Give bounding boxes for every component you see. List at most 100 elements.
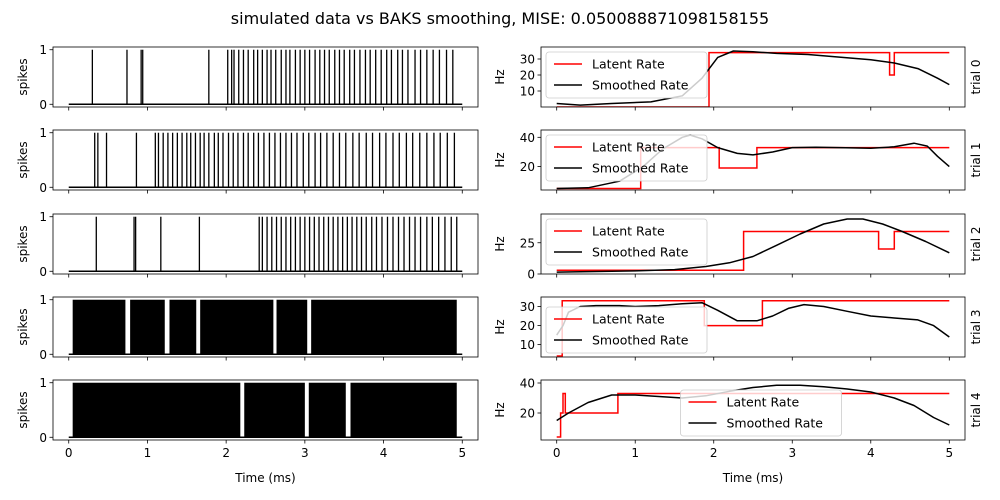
rate-ytick-label: 30 xyxy=(520,300,535,314)
spike-ytick-label: 0 xyxy=(39,265,47,279)
rate-xtick-label: 2 xyxy=(710,446,718,460)
spike-axes-frame xyxy=(52,379,479,441)
smoothed-rate-line xyxy=(556,384,950,426)
spike-panel-1: 0 1 spikes xyxy=(16,126,479,195)
rate-ytick-label: 20 xyxy=(520,407,535,421)
rate-xtick-label: 0 xyxy=(553,446,561,460)
spike-ylabel: spikes xyxy=(16,58,30,95)
legend-label: Latent Rate xyxy=(592,57,665,72)
spike-xlabel: Time (ms) xyxy=(234,471,296,485)
spike-xtick-label: 4 xyxy=(380,446,388,460)
smoothed-rate-line xyxy=(556,50,950,106)
rate-ytick-label: 0 xyxy=(527,268,535,282)
rate-ylabel: Hz xyxy=(493,236,507,251)
legend-label: Latent Rate xyxy=(592,224,665,239)
spike-block xyxy=(350,382,457,438)
spike-ylabel: spikes xyxy=(16,225,30,262)
latent-rate-line xyxy=(556,146,950,190)
legend-box xyxy=(545,134,708,182)
rate-axes-frame xyxy=(540,213,966,275)
trial-label: trial 2 xyxy=(969,226,983,261)
legend-label: Smoothed Rate xyxy=(592,245,689,260)
rate-ytick-label: 20 xyxy=(520,69,535,83)
rate-xlabel: Time (ms) xyxy=(722,471,784,485)
spike-ytick-label: 0 xyxy=(39,181,47,195)
legend-label: Smoothed Rate xyxy=(727,416,824,431)
rate-ytick-label: 10 xyxy=(520,85,535,99)
spike-block xyxy=(130,299,165,355)
rate-panel-2: 0 25 Hz trial 2 Latent Rate Smoothed Rate xyxy=(493,213,983,282)
rate-xtick-label: 5 xyxy=(945,446,953,460)
rate-panel-1: 20 40 Hz trial 1 Latent Rate Smoothed Rate xyxy=(493,129,983,194)
legend: Latent Rate Smoothed Rate xyxy=(545,306,708,354)
spike-xtick-label: 3 xyxy=(301,446,309,460)
rate-ytick-label: 20 xyxy=(520,319,535,333)
spike-xtick-label: 0 xyxy=(65,446,73,460)
rate-ytick-label: 20 xyxy=(520,160,535,174)
legend-label: Smoothed Rate xyxy=(592,333,689,348)
legend-box xyxy=(545,306,708,354)
rate-xtick-label: 4 xyxy=(867,446,875,460)
spike-axes-frame xyxy=(52,296,479,358)
trial-label: trial 0 xyxy=(969,59,983,94)
rate-xtick-label: 3 xyxy=(788,446,796,460)
spike-xtick-label: 2 xyxy=(222,446,230,460)
smoothed-rate-line xyxy=(556,218,950,273)
spike-axes-frame xyxy=(52,46,479,108)
spike-block xyxy=(311,299,457,355)
legend-label: Smoothed Rate xyxy=(592,161,689,176)
spike-block xyxy=(276,299,308,355)
spike-ytick-label: 1 xyxy=(39,376,47,390)
latent-rate-line xyxy=(556,230,950,272)
spike-xtick-label: 1 xyxy=(144,446,152,460)
spike-block xyxy=(200,299,274,355)
spike-ytick-label: 0 xyxy=(39,348,47,362)
spike-ytick-label: 1 xyxy=(39,43,47,57)
spike-ylabel: spikes xyxy=(16,391,30,428)
rate-axes-frame xyxy=(540,129,966,191)
rate-panel-4: 20 40 Hz trial 4 Latent Rate Smoothed Rate 0 1 2… xyxy=(493,377,983,486)
spike-block xyxy=(244,382,305,438)
spike-xtick-label: 5 xyxy=(458,446,466,460)
figure-title: simulated data vs BAKS smoothing, MISE: … xyxy=(231,9,769,28)
rate-ytick-label: 40 xyxy=(520,377,535,391)
legend-box xyxy=(545,218,708,266)
spike-block xyxy=(72,299,126,355)
spike-panel-2: 0 1 spikes xyxy=(16,210,479,279)
rate-ytick-label: 40 xyxy=(520,131,535,145)
spike-block xyxy=(169,299,197,355)
legend-label: Latent Rate xyxy=(592,140,665,155)
spike-ylabel: spikes xyxy=(16,141,30,178)
legend-box xyxy=(680,389,842,437)
rate-ytick-label: 30 xyxy=(520,53,535,67)
trial-label: trial 4 xyxy=(969,392,983,427)
legend-box xyxy=(545,51,708,99)
rate-ylabel: Hz xyxy=(493,402,507,417)
spike-ytick-label: 0 xyxy=(39,431,47,445)
rate-ylabel: Hz xyxy=(493,69,507,84)
latent-rate-line xyxy=(556,51,950,107)
spike-ytick-label: 1 xyxy=(39,126,47,140)
spike-panel-0: 0 1 spikes xyxy=(16,43,479,112)
rate-ylabel: Hz xyxy=(493,152,507,167)
legend-label: Latent Rate xyxy=(592,312,665,327)
spike-block xyxy=(72,382,241,438)
spike-ytick-label: 1 xyxy=(39,293,47,307)
rate-panel-3: 10 20 30 Hz trial 3 Latent Rate Smoothed Rate xyxy=(493,296,983,361)
legend: Latent Rate Smoothed Rate xyxy=(545,134,708,182)
rate-ytick-label: 10 xyxy=(520,338,535,352)
trial-label: trial 1 xyxy=(969,142,983,177)
legend-label: Smoothed Rate xyxy=(592,78,689,93)
legend: Latent Rate Smoothed Rate xyxy=(545,51,708,99)
legend: Latent Rate Smoothed Rate xyxy=(545,218,708,266)
rate-ylabel: Hz xyxy=(493,319,507,334)
rate-axes-frame xyxy=(540,296,966,358)
spike-axes-frame xyxy=(52,213,479,275)
trial-label: trial 3 xyxy=(969,309,983,344)
rate-axes-frame xyxy=(540,379,966,441)
rate-panel-0: 10 20 30 Hz trial 0 Latent Rate Smoothed Rate xyxy=(493,46,983,111)
rate-axes-frame xyxy=(540,46,966,108)
legend: Latent Rate Smoothed Rate xyxy=(680,389,842,437)
